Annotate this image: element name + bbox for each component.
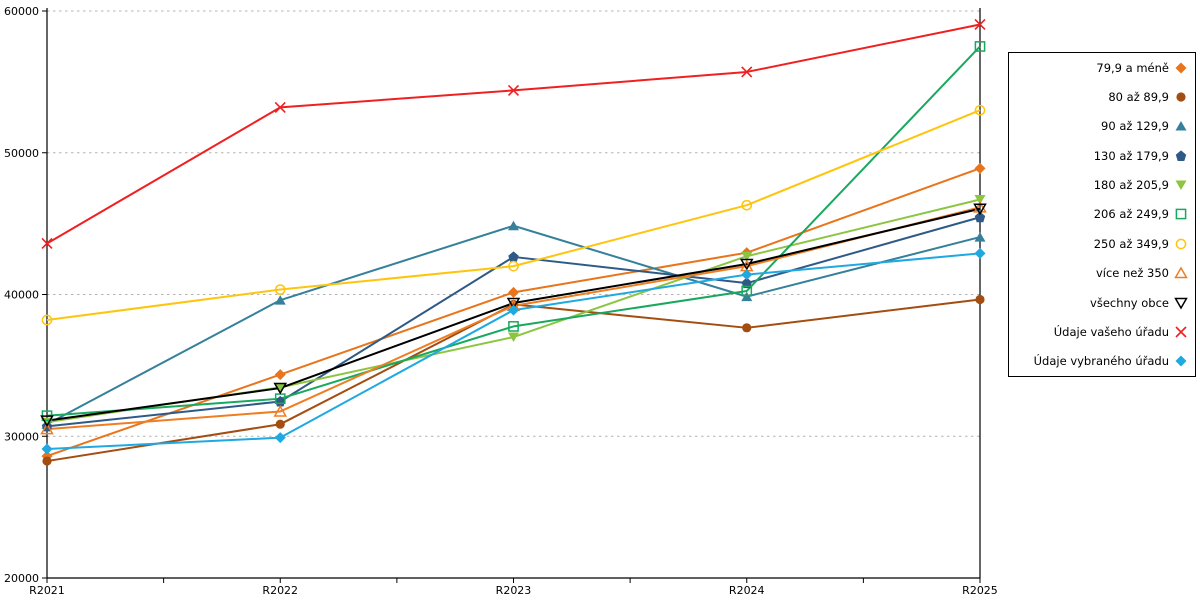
legend-item: 79,9 a méně xyxy=(1009,53,1195,82)
legend-item: 80 až 89,9 xyxy=(1009,83,1195,112)
legend-item: 180 až 205,9 xyxy=(1009,171,1195,200)
x-tick-label: R2021 xyxy=(29,584,65,597)
y-tick-label: 50000 xyxy=(4,147,39,160)
y-tick-label: 20000 xyxy=(4,572,39,585)
pentagon-marker-icon xyxy=(1175,150,1187,161)
legend-item-label: Údaje vašeho úřadu xyxy=(1053,324,1169,339)
legend-item-label: 90 až 129,9 xyxy=(1101,119,1169,134)
legend-item-label: více než 350 xyxy=(1095,266,1169,281)
legend-item: 250 až 349,9 xyxy=(1009,229,1195,258)
triangle-down-marker-icon xyxy=(1175,180,1187,191)
legend-item-label: 79,9 a méně xyxy=(1096,60,1169,75)
circle-marker-icon xyxy=(1176,92,1186,102)
series-line xyxy=(46,109,981,322)
legend-item-label: Údaje vybraného úřadu xyxy=(1033,354,1169,369)
series-line xyxy=(46,298,981,463)
diamond-marker-icon xyxy=(1175,355,1187,367)
x-tick-label: R2022 xyxy=(262,584,298,597)
series-line xyxy=(46,206,981,431)
series-markers xyxy=(41,247,986,455)
legend-item-label: 180 až 205,9 xyxy=(1093,178,1169,193)
series-markers xyxy=(41,211,986,432)
legend-item: Údaje vašeho úřadu xyxy=(1009,317,1195,346)
y-tick-label: 40000 xyxy=(4,289,39,302)
series-markers xyxy=(40,200,987,435)
series-markers xyxy=(41,195,986,428)
legend-item-label: všechny obce xyxy=(1090,295,1169,310)
series-line xyxy=(46,23,981,245)
series-markers xyxy=(41,104,986,326)
legend-item: všechny obce xyxy=(1009,288,1195,317)
x-tick-label: R2025 xyxy=(962,584,998,597)
legend-item-label: 80 až 89,9 xyxy=(1108,90,1169,105)
x-tick-label: R2023 xyxy=(496,584,532,597)
legend-item: 90 až 129,9 xyxy=(1009,112,1195,141)
series-markers xyxy=(41,41,986,422)
y-tick-label: 60000 xyxy=(4,5,39,18)
triangle-down-marker-icon xyxy=(1174,297,1188,310)
diamond-marker-icon xyxy=(1175,62,1187,74)
square-marker-icon xyxy=(1175,209,1187,220)
legend-item-label: 130 až 179,9 xyxy=(1093,148,1169,163)
legend-item: 130 až 179,9 xyxy=(1009,141,1195,170)
legend-item-label: 206 až 249,9 xyxy=(1093,207,1169,222)
x-tick-label: R2024 xyxy=(729,584,765,597)
y-tick-label: 30000 xyxy=(4,430,39,443)
legend-item-label: 250 až 349,9 xyxy=(1093,236,1169,251)
series-markers xyxy=(41,18,986,250)
legend-item: více než 350 xyxy=(1009,259,1195,288)
legend-item: Údaje vybraného úřadu xyxy=(1009,347,1195,376)
legend-item: 206 až 249,9 xyxy=(1009,200,1195,229)
series-line xyxy=(46,45,981,417)
circle-marker-icon xyxy=(1175,238,1187,250)
chart-legend: 79,9 a méně 80 až 89,9 90 až 129,9 130 až 1… xyxy=(1008,52,1196,377)
x-marker-icon xyxy=(1175,326,1187,338)
series-line xyxy=(46,252,981,451)
triangle-up-marker-icon xyxy=(1175,121,1187,131)
series-markers xyxy=(40,203,987,428)
series-markers xyxy=(42,294,985,466)
triangle-up-marker-icon xyxy=(1174,266,1188,279)
